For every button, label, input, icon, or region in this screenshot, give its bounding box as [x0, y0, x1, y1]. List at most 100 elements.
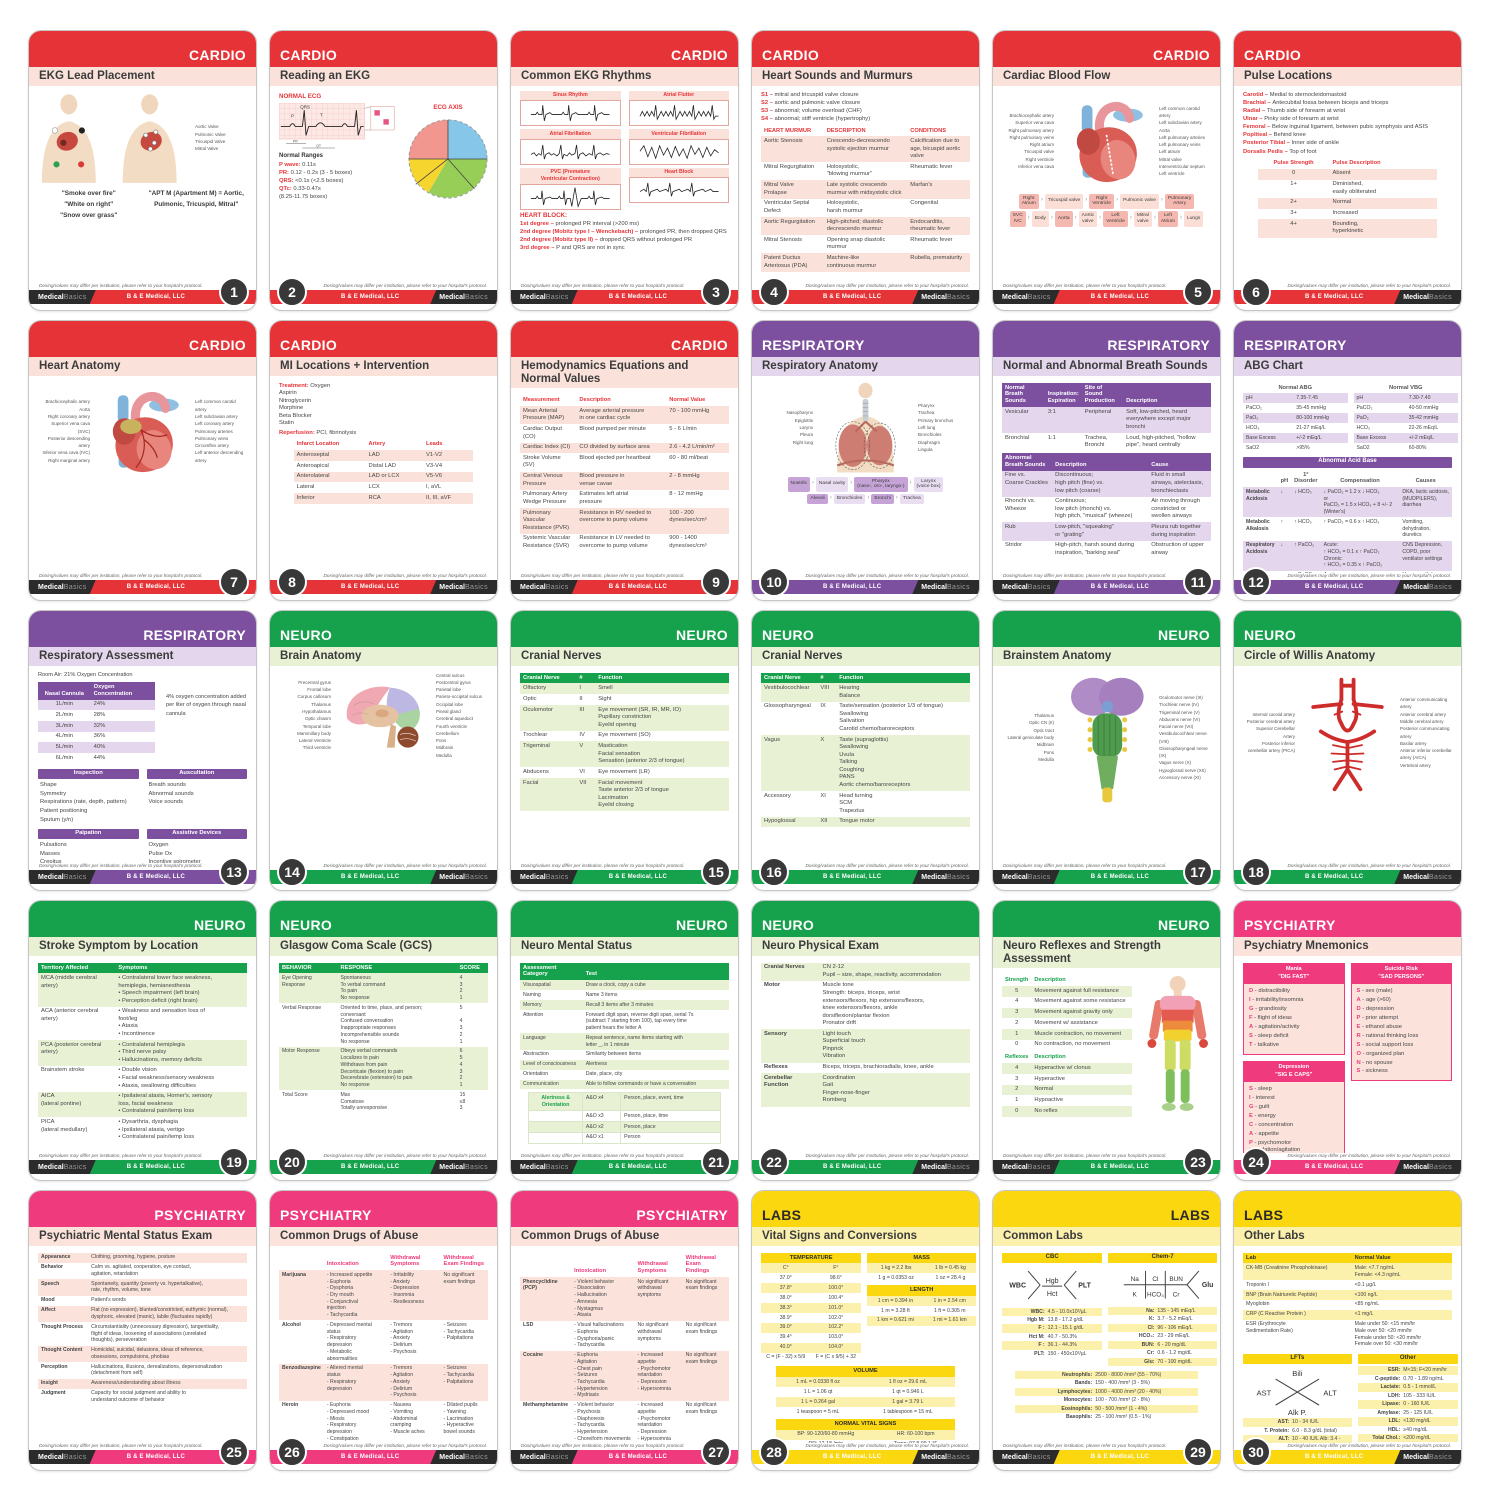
flow-arrow-icon: › [811, 480, 814, 487]
kv-key: Basophils: [1065, 1414, 1093, 1421]
kv-row: Basophils: 25 - 100 /mm³ (0.5 - 1%) [1015, 1413, 1199, 1421]
card-body: Territory Affected Symptoms MCA (middle ce… [29, 956, 256, 1154]
table-cell: Anterolateral [293, 471, 366, 483]
diagram-canvas [1138, 974, 1217, 1123]
text-line: S2 – aortic and pulmonic valve closure [761, 100, 970, 108]
text-line: PR: 0.12 - 0.2s (3 - 5 boxes) [279, 170, 396, 178]
diagram-label: Lingula [918, 446, 933, 452]
card-category-header: CARDIO [29, 321, 256, 357]
brand-name-light: Basics [1428, 583, 1452, 591]
text-line: 1st degree – prolonged PR interval (>200… [520, 221, 729, 229]
diagram-label: Cerebellum [436, 730, 460, 736]
mnemonic-item: T - talkative [1249, 1042, 1339, 1050]
flow-step: Pharynx (naso-, oro-, laryngo-) [854, 476, 908, 492]
term-label: Ulnar – [1243, 116, 1265, 123]
table-header: Description [1034, 1054, 1066, 1061]
table-cell: 1 gal = 3.79 L [860, 1397, 956, 1407]
text-line: Reperfusion: PCI, fibrinolysis [279, 430, 488, 438]
kv-key: Lipase: [1382, 1401, 1401, 1408]
card-number-badge: 22 [759, 1147, 789, 1177]
diagram-label: Pharynx [918, 403, 935, 409]
kv-list: AST: 10 - 34 IU/L T. Protein: 6.0 - 8.3 g/d… [1243, 1418, 1352, 1444]
line-text: <0.1s (<2.5 boxes) [295, 178, 344, 185]
diagram-label: Left coronary artery [195, 421, 235, 427]
mnemonic-item: S - sleep deficit [1249, 1033, 1339, 1041]
mnemonic-text: - sickness [1360, 1068, 1388, 1075]
anatomy-diagram [402, 113, 494, 205]
table-cell: 39.0° [761, 1322, 811, 1333]
table-cell: 1 mL = 0.0338 fl oz [775, 1377, 861, 1388]
table-cell: 22-26 mEq/L [1408, 424, 1439, 431]
table-cell: Person, place [620, 1120, 721, 1133]
company-label: B & E Medical, LLC [1090, 1164, 1149, 1170]
table-cell: - Seizures - Tachycardia - Palpitations [443, 1322, 475, 1342]
card-footer: Dosing/values may differ per institution… [29, 1153, 256, 1180]
mnemonic-box: Suicide Risk "SAD PERSONS" S - sex (male)… [1350, 962, 1452, 1082]
card-7: CARDIO Heart Anatomy Brachiocephalic arter… [28, 320, 257, 601]
brand-name-bold: Medical [1002, 583, 1028, 591]
card-1: CARDIO EKG Lead Placement Aortic Valve Pulm… [28, 30, 257, 311]
flow-row: SVC IVC › Body › Aorta › Aortic valve › Left Ven… [1002, 211, 1211, 227]
card-category-label: NEURO [1157, 917, 1210, 933]
footer-bar: B & E Medical, LLC Medical Basics [270, 1160, 497, 1174]
table-row: Benzodiazepine - Altered mental status - … [279, 1363, 488, 1401]
card-body: Mania "DIG FAST" D - distractibility I - i… [1234, 956, 1461, 1154]
diagram-label: Oculomotor nerve (III) [1159, 694, 1203, 700]
table-row: Alertness & Orientation A&O x4 Person, pla… [528, 1092, 721, 1112]
card-category-label: PSYCHIATRY [1244, 917, 1336, 933]
card-number-badge: 25 [219, 1437, 249, 1467]
brand-name-bold: Medical [439, 1453, 465, 1461]
table-cell: >95% [1296, 444, 1310, 451]
table-row: Aortic Stenosis Crescendo-decrescendo sys… [761, 136, 970, 163]
company-label: B & E Medical, LLC [1305, 1164, 1364, 1170]
table-cell: 7.35-7.45 [1293, 393, 1348, 404]
table-cell: 1 kg = 2.2 lbs [867, 1263, 925, 1274]
table-cell: I [576, 683, 596, 695]
mnemonic-text: - organized plan [1361, 1050, 1405, 1057]
table-cell: Circumstantiality (unnecessary digressio… [91, 1323, 220, 1344]
line-text: 0.33-0.47s (8.25-11.75 boxes) [279, 186, 328, 200]
table-cell: Trochlear [523, 732, 548, 739]
text-line: Posterior Tibial – Inner side of ankle [1243, 140, 1452, 148]
brand-name-bold: Medical [38, 583, 64, 591]
footer-bar: B & E Medical, LLC Medical Basics [1234, 870, 1461, 884]
table-cell: 38.3° [761, 1303, 811, 1313]
rhythm-panel: Atrial Flutter [628, 90, 729, 127]
table-row: 0 No contraction, no movement [1002, 1040, 1132, 1051]
table-row: Cardiac Output (CO) Blood pumped per minu… [520, 424, 729, 442]
table-row: Lateral LCX I, aVL [294, 482, 474, 493]
table-cell: 4 [1015, 998, 1019, 1005]
diagram-labels-left: Thalamus Optic CN (II) Optic tract Lateral … [1002, 712, 1054, 763]
svg-text:Cr: Cr [1173, 1292, 1181, 1299]
table-cell: Vagus [761, 735, 818, 791]
table-cell: Alertness & Orientation [528, 1092, 583, 1112]
brand-name-bold: Medical [1403, 583, 1429, 591]
card-footer: Dosing/values may differ per institution… [270, 1153, 497, 1180]
table-cell: Facial [520, 777, 577, 812]
table-cell: HR: 60-100 bpm [875, 1429, 956, 1440]
brand-name-bold: Medical [921, 583, 947, 591]
table-cell: CRP (C Reactive Protein ) [1243, 1309, 1352, 1320]
diagram-label: Lateral Ventricle [298, 738, 331, 744]
data-table: LENGTH 1 cm = 0.394 in 1 in = 2.54 cm 1 m =… [867, 1285, 976, 1326]
table-cell: 70 - 100 mmHg [666, 406, 729, 425]
card-category-label: NEURO [1244, 627, 1297, 643]
table-cell: No significant exam findings [682, 1350, 729, 1401]
disclaimer-text: Dosing/values may differ per institution… [1287, 863, 1451, 869]
table-cell: Language [520, 1033, 583, 1050]
brand-name-light: Basics [1428, 1163, 1452, 1171]
table-cell: 1 [1015, 1097, 1019, 1104]
kv-row: Amylase: 25 - 125 IU/L [1358, 1409, 1458, 1417]
term-label: Treatment: [279, 382, 311, 389]
table-header: Normal Value [669, 397, 706, 404]
table-row: C° F° [761, 1263, 862, 1274]
brand-logo: Medical Basics [430, 290, 497, 304]
svg-text:Cl: Cl [1153, 1276, 1159, 1283]
disclaimer-text: Dosing/values may differ per institution… [39, 573, 203, 579]
table-row: Heroin - Euphoria - Depressed mood - Mios… [279, 1401, 488, 1444]
card-body: Brachiocephalic artery Superior vena cava… [993, 86, 1220, 284]
brand-logo: Medical Basics [29, 1450, 96, 1464]
diagram-label: Medulla [1038, 756, 1054, 762]
diagram-canvas [1298, 672, 1397, 794]
kv-value: 135 - 145 mEq/L [1157, 1307, 1196, 1314]
